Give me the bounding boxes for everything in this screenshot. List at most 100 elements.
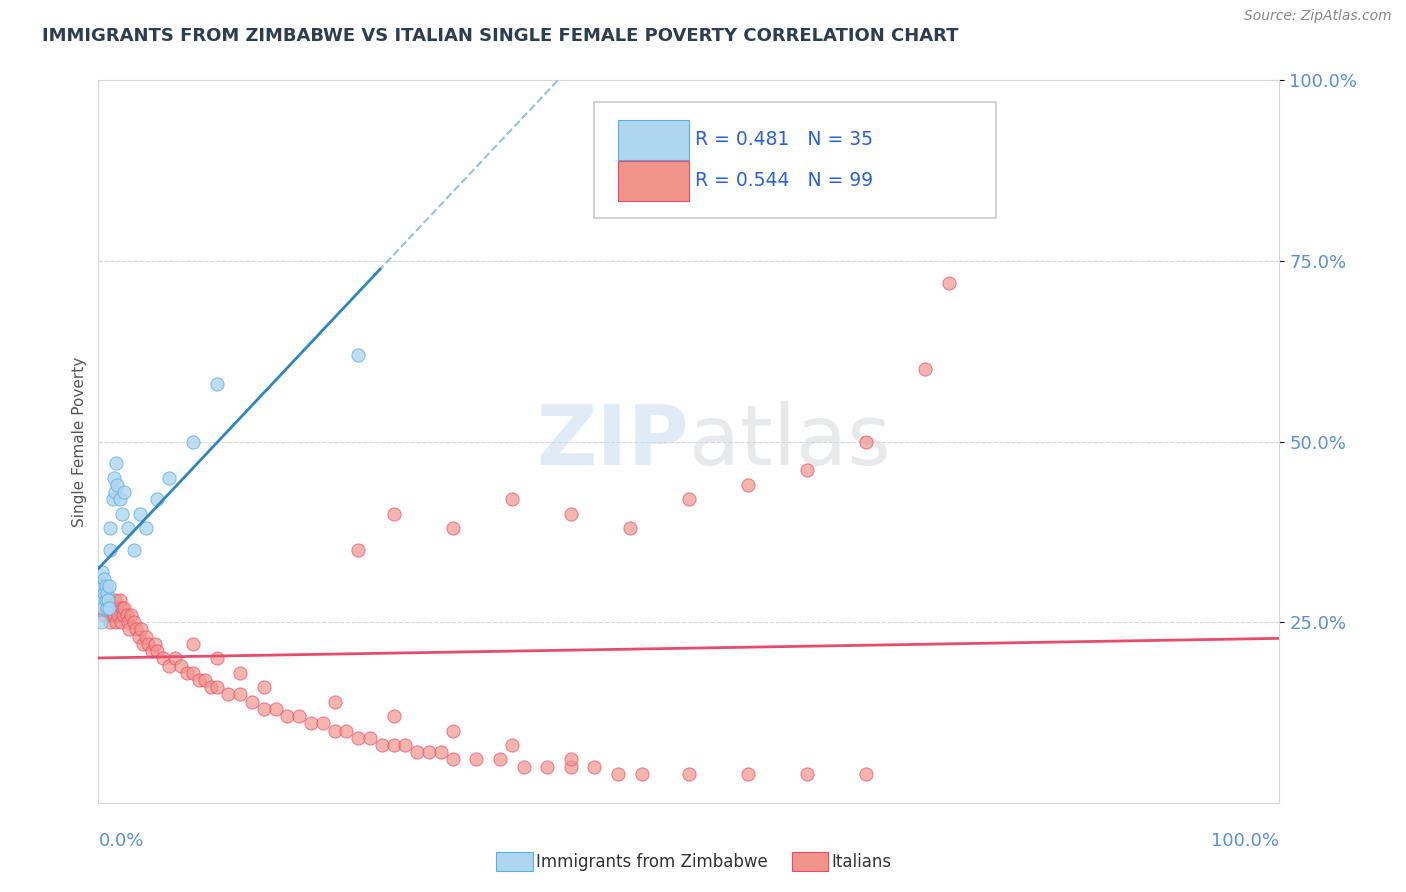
Point [489, 752, 512, 766]
Point [418, 745, 440, 759]
Point [441, 723, 464, 738]
Point [101, 600, 124, 615]
Point [217, 687, 239, 701]
Point [240, 695, 263, 709]
Point [229, 687, 252, 701]
Point [253, 702, 276, 716]
Point [312, 716, 335, 731]
Point [91, 600, 114, 615]
Point [89, 593, 111, 607]
Point [560, 760, 582, 774]
Point [165, 651, 187, 665]
Point [855, 767, 877, 781]
Text: Source: ZipAtlas.com: Source: ZipAtlas.com [1244, 9, 1392, 23]
Point [135, 630, 157, 644]
Point [630, 767, 652, 781]
Point [94, 593, 117, 607]
Point [253, 680, 276, 694]
Point [512, 760, 534, 774]
Point [98, 542, 121, 557]
Point [93, 572, 115, 586]
Text: atlas: atlas [689, 401, 890, 482]
Point [382, 507, 405, 521]
Point [91, 593, 114, 607]
Point [103, 607, 125, 622]
FancyBboxPatch shape [595, 102, 995, 218]
Point [194, 673, 217, 687]
Point [914, 362, 936, 376]
Point [146, 492, 169, 507]
Point [107, 607, 129, 622]
Point [583, 760, 606, 774]
Point [371, 738, 394, 752]
Point [129, 623, 152, 637]
Point [93, 586, 115, 600]
Point [205, 376, 228, 391]
Point [406, 745, 429, 759]
Text: IMMIGRANTS FROM ZIMBABWE VS ITALIAN SINGLE FEMALE POVERTY CORRELATION CHART: IMMIGRANTS FROM ZIMBABWE VS ITALIAN SING… [42, 27, 959, 45]
Text: Italians: Italians [831, 853, 891, 871]
Point [91, 565, 114, 579]
Point [96, 586, 118, 600]
Point [855, 434, 877, 449]
Point [122, 542, 145, 557]
Point [200, 680, 222, 694]
Point [117, 521, 139, 535]
Point [737, 478, 759, 492]
Point [465, 752, 488, 766]
Point [323, 723, 346, 738]
Point [98, 615, 121, 630]
Point [170, 658, 193, 673]
Point [141, 644, 163, 658]
Point [135, 521, 157, 535]
Point [128, 507, 150, 521]
Point [97, 593, 120, 607]
Point [288, 709, 311, 723]
Point [347, 731, 370, 745]
Point [115, 607, 138, 622]
Point [560, 507, 582, 521]
Point [146, 644, 169, 658]
Point [264, 702, 287, 716]
Point [112, 485, 135, 500]
Point [101, 492, 124, 507]
Point [181, 637, 204, 651]
Point [796, 767, 818, 781]
Point [90, 615, 112, 630]
Point [205, 651, 228, 665]
Point [121, 607, 143, 622]
Point [108, 593, 131, 607]
Point [98, 579, 121, 593]
Point [94, 579, 117, 593]
Point [796, 463, 818, 477]
Point [938, 276, 960, 290]
Point [117, 615, 139, 630]
Point [501, 492, 523, 507]
Text: Immigrants from Zimbabwe: Immigrants from Zimbabwe [536, 853, 768, 871]
Point [430, 745, 453, 759]
Text: R = 0.544   N = 99: R = 0.544 N = 99 [695, 171, 873, 190]
Point [737, 767, 759, 781]
Point [394, 738, 416, 752]
Text: R = 0.481   N = 35: R = 0.481 N = 35 [695, 130, 873, 149]
Point [299, 716, 322, 731]
FancyBboxPatch shape [619, 120, 689, 160]
Point [128, 630, 150, 644]
Point [96, 600, 118, 615]
Point [110, 615, 132, 630]
Point [560, 752, 582, 766]
Point [347, 348, 370, 362]
Point [678, 767, 700, 781]
Point [229, 665, 252, 680]
Point [90, 579, 112, 593]
Point [105, 478, 128, 492]
Point [536, 760, 558, 774]
Point [105, 600, 128, 615]
Point [678, 492, 700, 507]
Point [112, 607, 135, 622]
Point [112, 600, 135, 615]
Point [157, 470, 180, 484]
Point [157, 658, 180, 673]
Point [93, 607, 115, 622]
Point [98, 600, 121, 615]
